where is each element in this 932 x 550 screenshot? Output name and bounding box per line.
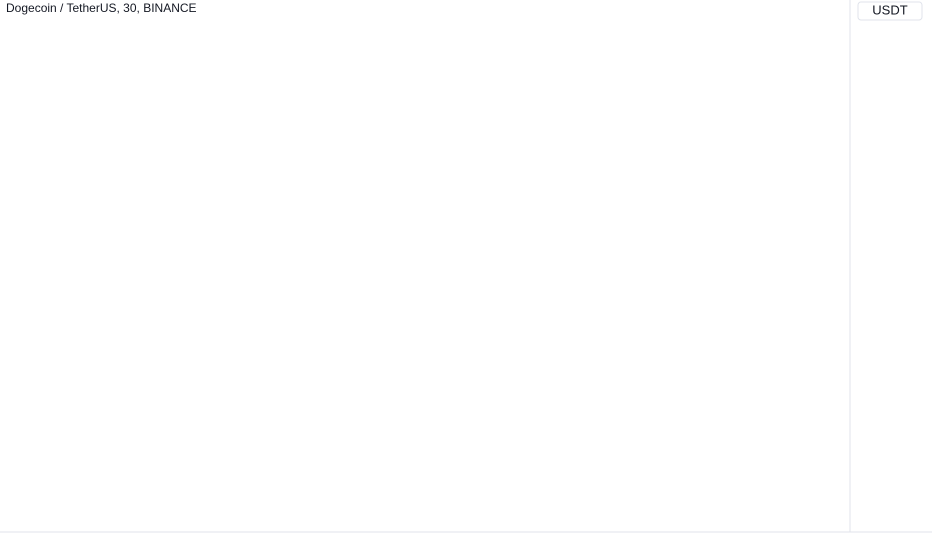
- chart-title: Dogecoin / TetherUS, 30, BINANCE: [6, 1, 197, 15]
- currency-label[interactable]: USDT: [872, 2, 907, 17]
- currency-button[interactable]: [857, 1, 923, 21]
